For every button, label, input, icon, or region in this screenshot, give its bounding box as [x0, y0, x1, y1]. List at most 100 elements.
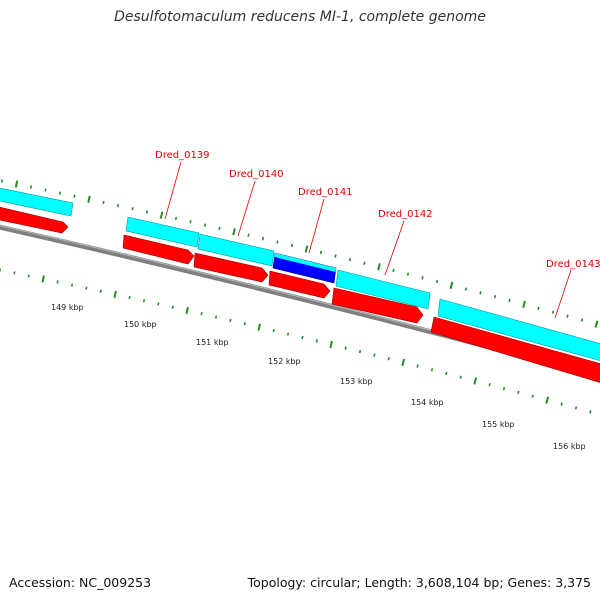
- inner-tick: [430, 368, 434, 372]
- kbp-label-155: 155 kbp: [482, 420, 515, 429]
- outer-tick: [73, 194, 76, 198]
- gene-label-dred-0143: Dred_0143: [546, 259, 600, 270]
- cds-arrow: [331, 287, 424, 324]
- outer-tick: [421, 276, 424, 280]
- inner-tick: [488, 383, 491, 387]
- outer-tick: [290, 243, 294, 248]
- feature-bar: [335, 269, 431, 310]
- inner-tick: [545, 396, 550, 404]
- inner-tick: [387, 357, 390, 361]
- feature-bar: [197, 233, 275, 267]
- outer-tick: [537, 306, 540, 310]
- outer-tick: [580, 318, 584, 322]
- inner-tick-marks: [0, 268, 592, 414]
- cds-arrow: [430, 316, 600, 383]
- inner-tick: [243, 322, 246, 326]
- inner-tick: [214, 315, 218, 319]
- inner-tick: [589, 410, 592, 414]
- cds-arrow: [0, 206, 69, 234]
- gene-label-dred-0140: Dred_0140: [229, 169, 284, 180]
- leader-line: [384, 220, 405, 276]
- inner-tick: [70, 283, 74, 287]
- inner-tick: [113, 290, 117, 299]
- kbp-label-150: 150 kbp: [124, 320, 157, 329]
- outer-tick: [29, 185, 33, 189]
- outer-tick: [261, 236, 265, 241]
- outer-tick: [116, 203, 120, 208]
- leader-line: [237, 180, 256, 237]
- outer-tick: [102, 200, 105, 205]
- inner-tick: [445, 371, 448, 376]
- outer-tick: [203, 223, 207, 227]
- feature-bar: [437, 298, 600, 361]
- feature-track: [0, 187, 600, 361]
- inner-tick: [257, 323, 261, 331]
- kbp-label-152: 152 kbp: [268, 357, 301, 366]
- genome-summary-text: Topology: circular; Length: 3,608,104 bp…: [247, 575, 591, 590]
- kbp-label-149: 149 kbp: [51, 303, 84, 312]
- inner-tick: [344, 346, 347, 350]
- gene-label-dred-0141: Dred_0141: [298, 187, 353, 198]
- inner-tick: [502, 386, 506, 391]
- inner-tick: [200, 312, 203, 316]
- inner-tick: [416, 364, 419, 368]
- outer-tick: [594, 320, 599, 328]
- accession-text: Accession: NC_009253: [9, 575, 152, 590]
- gene-label-leaders: [164, 161, 572, 319]
- inner-tick: [272, 328, 275, 333]
- outer-tick: [508, 298, 511, 303]
- inner-tick: [85, 286, 88, 290]
- outer-tick: [566, 314, 569, 318]
- outer-tick: [0, 179, 4, 183]
- feature-bar: [125, 216, 200, 248]
- kbp-label-153: 153 kbp: [340, 377, 373, 386]
- inner-tick: [373, 353, 376, 357]
- outer-tick: [87, 195, 91, 203]
- leader-line: [164, 161, 182, 220]
- leader-line: [554, 269, 572, 319]
- outer-tick: [44, 188, 47, 192]
- inner-tick: [171, 305, 174, 309]
- outer-tick: [159, 211, 164, 219]
- outer-tick: [319, 250, 323, 255]
- inner-tick: [301, 335, 304, 340]
- outer-tick: [14, 180, 19, 188]
- gene-label-dred-0139: Dred_0139: [155, 150, 210, 161]
- feature-bar-highlight-top: [274, 253, 336, 272]
- inner-tick: [401, 358, 406, 367]
- outer-tick: [247, 233, 250, 237]
- outer-tick: [377, 263, 381, 271]
- inner-tick: [286, 332, 290, 336]
- genome-title: Desulfotomaculum reducens MI-1, complete…: [114, 9, 486, 25]
- inner-tick: [27, 274, 30, 278]
- feature-bar: [0, 187, 74, 217]
- outer-tick: [232, 228, 236, 236]
- inner-tick: [185, 306, 189, 315]
- outer-tick: [493, 294, 497, 299]
- outer-tick: [334, 254, 337, 258]
- inner-tick: [329, 340, 333, 349]
- inner-tick: [128, 295, 131, 300]
- outer-tick: [58, 191, 62, 195]
- inner-tick: [574, 406, 578, 410]
- outer-tick-marks: [0, 179, 599, 328]
- outer-tick: [464, 287, 468, 291]
- kbp-label-151: 151 kbp: [196, 338, 229, 347]
- gene-label-dred-0142: Dred_0142: [378, 209, 433, 220]
- inner-tick: [13, 271, 16, 275]
- inner-tick: [142, 299, 146, 303]
- cds-arrow: [193, 252, 269, 283]
- cds-arrow: [122, 234, 195, 265]
- outer-tick: [276, 240, 279, 244]
- kbp-label-154: 154 kbp: [411, 398, 444, 407]
- leader-line: [308, 198, 325, 254]
- inner-tick: [56, 280, 59, 284]
- inner-tick: [517, 390, 520, 395]
- outer-tick: [363, 261, 366, 265]
- outer-tick: [406, 272, 410, 276]
- cds-arrow: [268, 270, 331, 299]
- outer-tick: [131, 207, 134, 211]
- inner-tick: [41, 275, 45, 283]
- inner-tick: [315, 339, 318, 343]
